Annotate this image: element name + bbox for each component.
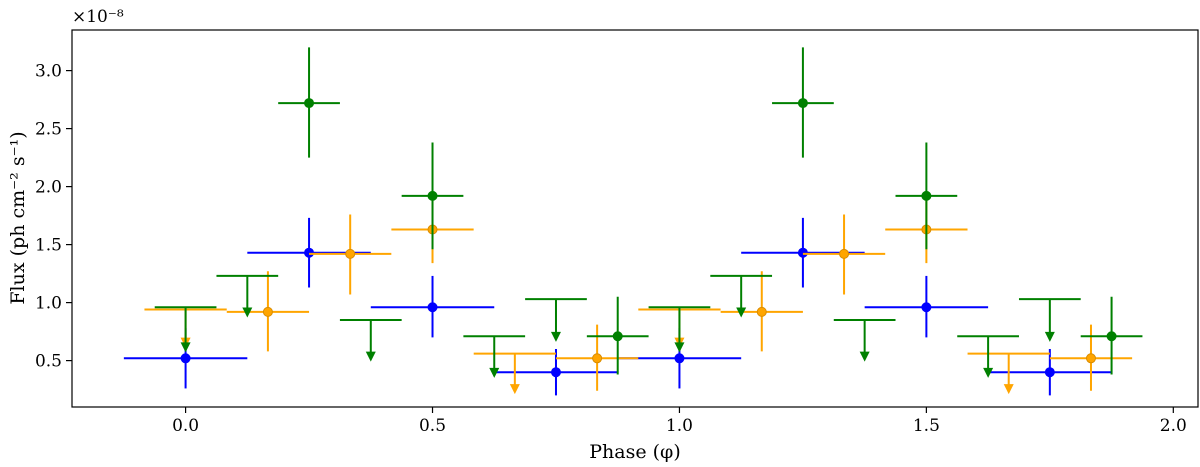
upper-limit-arrow (736, 307, 747, 318)
x-tick-label: 0.5 (419, 416, 446, 436)
data-point (797, 98, 808, 109)
series-1 (144, 194, 1133, 395)
data-point (674, 353, 685, 364)
x-tick-label: 2.0 (1160, 416, 1187, 436)
data-point (612, 331, 623, 342)
upper-limit-arrow (674, 342, 685, 353)
data-point (345, 248, 356, 259)
upper-limit-arrow (1044, 331, 1055, 342)
upper-limit-arrow (859, 351, 870, 362)
data-point (756, 306, 767, 317)
upper-limit-arrow (1003, 384, 1014, 395)
y-tick-label: 3.0 (35, 62, 62, 82)
upper-limit-arrow (242, 307, 253, 318)
data-point (592, 353, 603, 364)
x-tick-label: 1.0 (666, 416, 693, 436)
data-point (427, 302, 438, 313)
data-point (921, 302, 932, 313)
axis-ticks: 0.0 0.5 1.0 1.5 2.0 0.5 1.0 1.5 2.0 2.5 3.0 (35, 62, 1187, 436)
y-multiplier-label: ×10⁻⁸ (72, 7, 124, 27)
data-point (1106, 331, 1117, 342)
y-tick-label: 1.5 (35, 236, 62, 256)
data-point (304, 98, 315, 109)
data-point (839, 248, 850, 259)
data-point (262, 306, 273, 317)
data-point (1085, 353, 1096, 364)
upper-limit-arrow (365, 351, 376, 362)
upper-limit-arrow (509, 384, 520, 395)
upper-limit-arrow (983, 367, 994, 378)
data-point (304, 247, 315, 258)
data-point (550, 367, 561, 378)
x-tick-label: 1.5 (913, 416, 940, 436)
plot-marks (123, 47, 1143, 396)
y-tick-label: 1.0 (35, 294, 62, 314)
upper-limit-arrow (550, 331, 561, 342)
data-point (1044, 367, 1055, 378)
y-tick-label: 2.5 (35, 120, 62, 140)
upper-limit-arrow (180, 342, 191, 353)
data-point (797, 247, 808, 258)
y-tick-label: 2.0 (35, 178, 62, 198)
data-point (921, 190, 932, 201)
data-point (180, 353, 191, 364)
y-axis-label: Flux (ph cm⁻² s⁻¹) (7, 131, 29, 304)
upper-limit-arrow (489, 367, 500, 378)
data-point (427, 190, 438, 201)
series-2 (154, 47, 1143, 378)
y-tick-label: 0.5 (35, 352, 62, 372)
plot-frame (71, 29, 1199, 408)
x-axis-label: Phase (φ) (589, 441, 681, 463)
x-tick-label: 0.0 (172, 416, 199, 436)
